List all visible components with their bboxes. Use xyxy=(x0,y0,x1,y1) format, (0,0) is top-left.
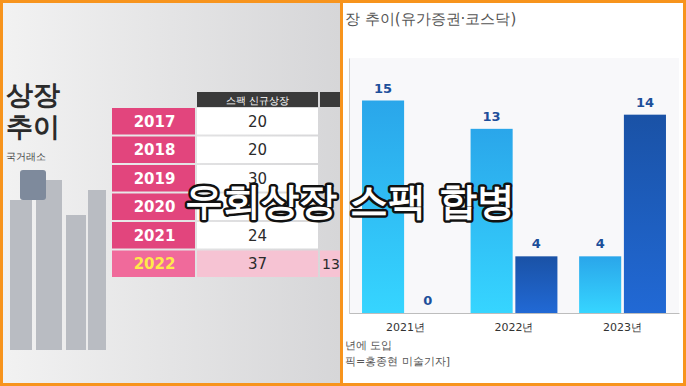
year-cell xyxy=(112,137,195,164)
x-axis-line xyxy=(350,313,680,314)
bar xyxy=(407,313,449,314)
year-cell xyxy=(112,165,195,192)
value-label: 24 xyxy=(248,227,267,245)
value-cell xyxy=(320,251,340,278)
x-tick-label: 2023년 xyxy=(603,321,642,334)
year-label: 2022 xyxy=(134,255,176,273)
x-tick: 2023년 xyxy=(603,313,642,334)
annotation: 픽=홍종현 미술기자] xyxy=(345,355,450,368)
table-header-text: 스팩 신규상장 xyxy=(226,95,289,106)
data-label: 14 xyxy=(636,95,654,110)
x-tick-label: 2022년 xyxy=(495,321,534,334)
year-label: 2018 xyxy=(134,141,176,159)
building xyxy=(88,190,106,350)
year-cell xyxy=(112,222,195,249)
value-cell xyxy=(197,251,318,278)
bar xyxy=(579,256,621,313)
bar xyxy=(624,115,666,313)
data-label: 0 xyxy=(423,293,432,308)
year-cell xyxy=(112,194,195,221)
data-label: 4 xyxy=(532,236,541,251)
data-label: 4 xyxy=(596,236,605,251)
data-label: 13 xyxy=(483,109,501,124)
value-cell xyxy=(197,222,318,249)
calculator-icon xyxy=(20,170,46,200)
value-label: 20 xyxy=(248,113,267,131)
value-cell xyxy=(197,137,318,164)
chart-title: 장 추이(유가증권·코스닥) xyxy=(345,10,516,28)
year-label: 2019 xyxy=(134,170,176,188)
source: 국거래소 xyxy=(6,151,46,162)
x-tick: 2021년 xyxy=(386,313,425,334)
year-label: 2021 xyxy=(134,227,176,245)
table-header xyxy=(320,92,340,107)
bar xyxy=(515,256,557,313)
value-label: 20 xyxy=(248,141,267,159)
value-label: 13 xyxy=(322,256,340,272)
building xyxy=(10,200,32,350)
data-label: 15 xyxy=(374,81,392,96)
value-cell xyxy=(197,108,318,135)
building xyxy=(66,215,86,350)
overlay-title: 우회상장 스팩 합병 xyxy=(185,179,515,223)
table-header xyxy=(197,92,318,107)
annotation: 년에 도입 xyxy=(345,339,393,352)
x-tick: 2022년 xyxy=(495,313,534,334)
value-label: 37 xyxy=(248,255,267,273)
x-axis: 2021년 2022년 2023년 xyxy=(350,313,680,334)
year-cell xyxy=(112,108,195,135)
frame xyxy=(0,0,686,386)
building xyxy=(36,180,62,350)
year-cell xyxy=(112,251,195,278)
x-tick-label: 2021년 xyxy=(386,321,425,334)
year-label: 2017 xyxy=(134,113,176,131)
panel-title: 추이 xyxy=(6,111,60,142)
year-label: 2020 xyxy=(134,198,176,216)
panel-title: 상장 xyxy=(6,79,60,110)
